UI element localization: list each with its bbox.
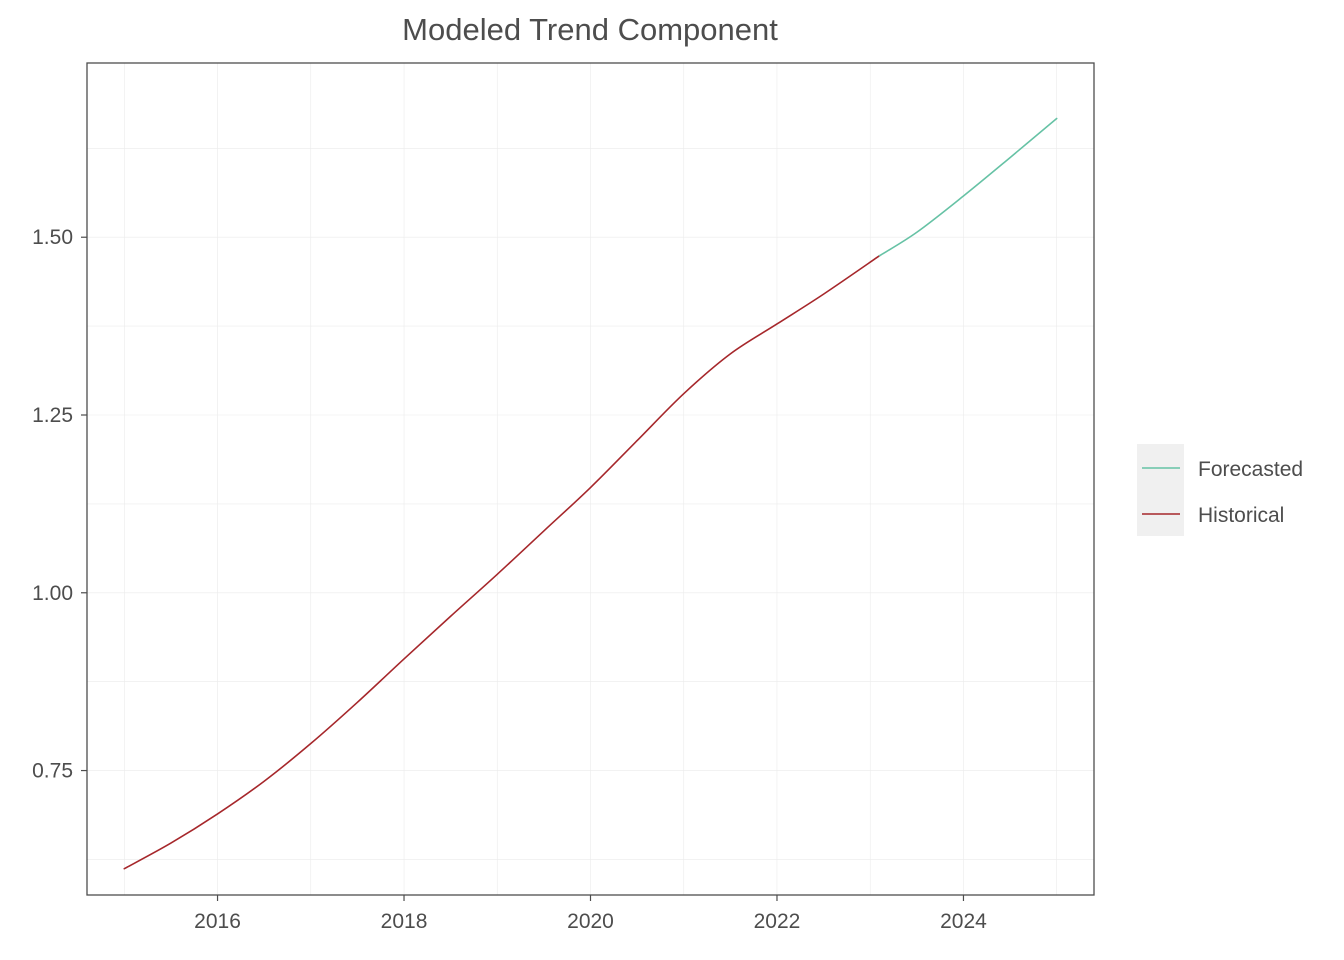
y-axis: 0.75 1.00 1.25 1.50 [32, 226, 87, 783]
y-tick-label: 0.75 [32, 760, 73, 783]
legend-background [1137, 444, 1184, 536]
legend: Forecasted Historical [1137, 444, 1303, 536]
x-tick-label: 2016 [194, 910, 241, 933]
grid-lines [87, 63, 1094, 895]
y-tick-label: 1.00 [32, 582, 73, 605]
x-tick-label: 2022 [754, 910, 801, 933]
x-tick-label: 2020 [567, 910, 614, 933]
x-tick-label: 2024 [940, 910, 987, 933]
x-axis: 2016 2018 2020 2022 2024 [194, 895, 987, 933]
series-line-historical [123, 254, 881, 870]
chart-title: Modeled Trend Component [402, 12, 778, 47]
legend-label-forecasted: Forecasted [1198, 458, 1303, 481]
series-line-forecasted [878, 117, 1058, 257]
x-tick-label: 2018 [381, 910, 428, 933]
y-tick-label: 1.25 [32, 404, 73, 427]
series-lines [123, 117, 1058, 870]
y-tick-label: 1.50 [32, 226, 73, 249]
legend-label-historical: Historical [1198, 504, 1284, 527]
